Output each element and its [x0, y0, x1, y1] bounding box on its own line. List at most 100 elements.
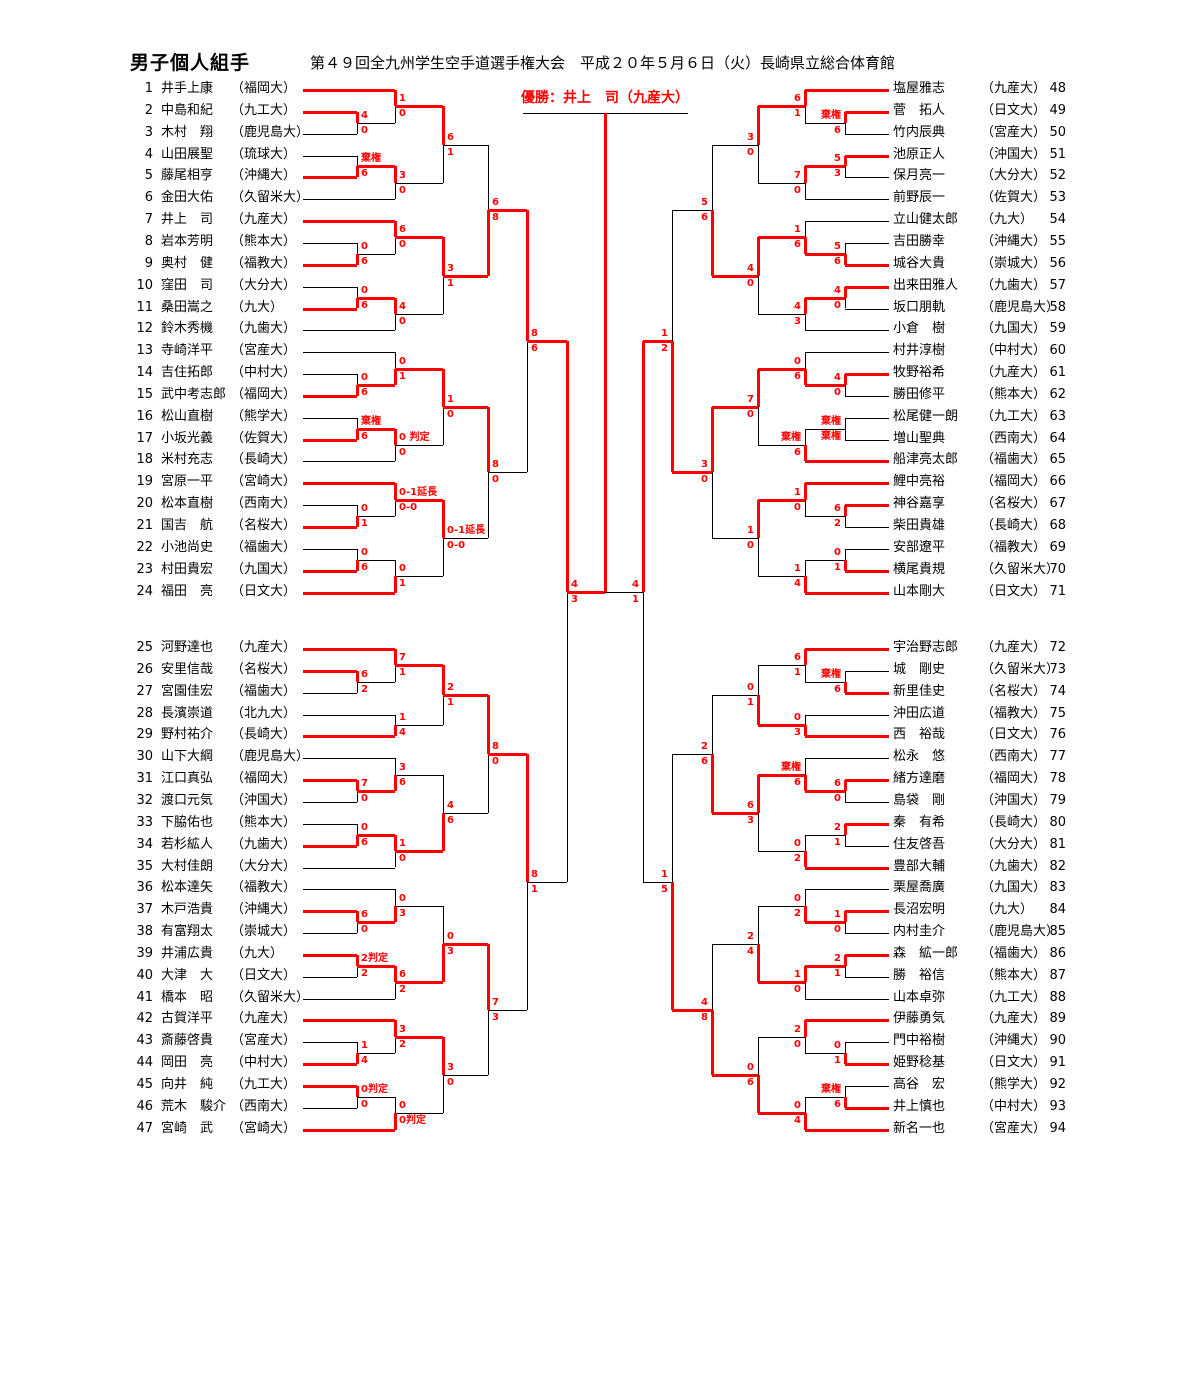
match-score: 4	[794, 1115, 801, 1127]
match-score: 2	[747, 930, 754, 942]
player-name: 菅 拓人	[893, 102, 946, 118]
player-number: 27	[136, 683, 153, 699]
bracket-line	[357, 921, 395, 925]
player-university: （久留米大）	[231, 190, 310, 206]
match-score: 1	[661, 328, 668, 340]
match-score: 1	[447, 393, 454, 405]
bracket-line	[527, 341, 528, 473]
bracket-line	[488, 1009, 527, 1011]
bracket-line	[303, 505, 357, 507]
player-number: 18	[136, 452, 153, 468]
player-name: 野村祐介	[161, 727, 214, 743]
bracket-line	[303, 286, 357, 288]
bracket-line	[758, 275, 759, 314]
bracket-line	[643, 881, 672, 883]
bracket-line	[845, 1063, 889, 1067]
bracket-line	[844, 374, 847, 385]
player-number: 40	[136, 967, 153, 983]
player-number: 43	[136, 1033, 153, 1049]
bracket-line	[758, 812, 759, 852]
player-number: 19	[136, 474, 153, 490]
bracket-line	[303, 352, 395, 354]
match-score: 2	[794, 853, 801, 865]
player-name: 山本卓弥	[893, 989, 946, 1005]
player-number: 53	[1049, 190, 1066, 206]
player-number: 30	[136, 749, 153, 765]
bracket-line	[845, 834, 846, 846]
player-university: （宮産大）	[231, 343, 297, 359]
bracket-line	[844, 111, 847, 123]
player-number: 36	[136, 880, 153, 896]
bracket-line	[805, 648, 889, 651]
bracket-line	[758, 851, 805, 853]
bracket-line	[805, 221, 889, 223]
match-score: 7	[399, 652, 406, 664]
player-university: （福歯大）	[981, 452, 1047, 468]
player-number: 21	[136, 518, 153, 533]
bracket-line	[758, 665, 805, 667]
bracket-line	[844, 505, 847, 517]
bracket-line	[845, 1106, 889, 1110]
bracket-line	[805, 714, 806, 726]
match-score: 1	[747, 697, 754, 709]
player-university: （九産大）	[231, 212, 297, 228]
bracket-line	[394, 576, 397, 593]
match-score: 6	[361, 909, 368, 921]
bracket-line	[394, 649, 397, 666]
bracket-line	[671, 881, 674, 1010]
player-number: 90	[1049, 1033, 1066, 1049]
bracket-line	[395, 498, 443, 502]
bracket-line	[757, 695, 760, 726]
player-university: （九産大）	[981, 81, 1047, 96]
player-university: （九大）	[981, 212, 1034, 228]
bracket-line	[395, 105, 443, 109]
match-score: 0	[361, 371, 368, 383]
match-score: 0	[399, 1100, 406, 1112]
match-score: 3	[447, 1062, 454, 1074]
player-number: 39	[136, 945, 153, 961]
player-name: 神谷嘉享	[893, 496, 946, 512]
player-number: 70	[1049, 561, 1066, 577]
bracket-line	[394, 834, 397, 852]
bracket-line	[303, 374, 357, 376]
bracket-line	[395, 445, 396, 462]
bracket-line	[526, 210, 529, 342]
bracket-line	[804, 483, 807, 500]
bracket-line	[357, 548, 358, 560]
bracket-line	[805, 428, 845, 430]
player-name: 桑田嵩之	[161, 299, 214, 315]
player-university: （日文大）	[231, 583, 297, 599]
player-number: 2	[144, 102, 153, 118]
match-score: 0	[399, 108, 406, 120]
match-score: 1	[834, 836, 841, 848]
bracket-line	[303, 461, 395, 463]
bracket-line	[357, 790, 395, 794]
player-name: 西 裕哉	[893, 727, 946, 743]
match-score: 0	[447, 408, 454, 420]
player-university: （久留米大）	[981, 561, 1060, 577]
player-university: （沖国大）	[981, 792, 1047, 808]
bracket-line	[758, 1112, 805, 1116]
bracket-line	[488, 1009, 489, 1076]
bracket-line	[758, 1036, 805, 1038]
match-score: 2	[834, 821, 841, 833]
bracket-line	[757, 237, 760, 276]
player-name: 出来田雅人	[893, 277, 959, 293]
match-score: 0	[834, 546, 841, 558]
match-score: 0	[361, 924, 368, 936]
bracket-line	[394, 725, 397, 737]
player-name: 竹内辰典	[893, 124, 946, 140]
player-university: （福教大）	[231, 255, 297, 271]
bracket-line	[357, 1096, 395, 1098]
player-number: 35	[136, 858, 153, 874]
player-university: （九工大）	[231, 102, 297, 118]
bracket-line	[394, 1113, 397, 1130]
match-score: 6	[361, 836, 368, 848]
bracket-line	[804, 774, 807, 791]
bracket-line	[303, 438, 357, 442]
match-score: 棄権	[781, 432, 801, 444]
match-score: 0	[794, 838, 801, 850]
player-university: （名桜大）	[231, 661, 297, 677]
bracket-line	[303, 548, 357, 550]
bracket-line	[758, 313, 805, 315]
